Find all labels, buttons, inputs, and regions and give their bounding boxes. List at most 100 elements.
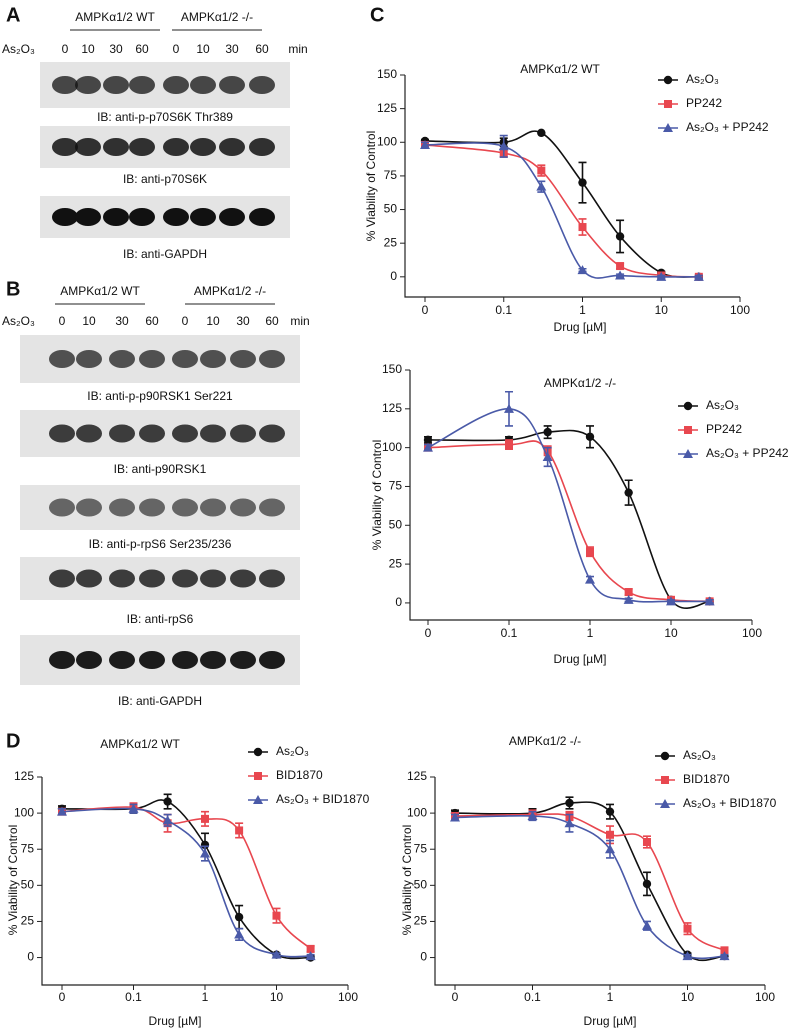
blot-band — [49, 651, 75, 669]
x-tick-label: 0 — [452, 990, 459, 1004]
blot-band — [163, 208, 189, 226]
time-label: 10 — [82, 314, 96, 328]
time-label: 0 — [62, 42, 69, 56]
data-point — [543, 427, 552, 437]
blot-band — [75, 138, 101, 156]
data-point — [234, 912, 244, 922]
data-point — [450, 812, 460, 822]
data-point — [605, 844, 615, 854]
chart-title: AMPKα1/2 WT — [520, 62, 600, 76]
data-point — [504, 403, 514, 413]
data-point — [719, 951, 730, 961]
time-label: 60 — [265, 314, 279, 328]
data-point — [542, 451, 553, 461]
curve — [424, 144, 699, 278]
data-point — [498, 141, 509, 151]
data-point — [163, 797, 172, 806]
blot-label: IB: anti-rpS6 — [127, 612, 194, 626]
y-tick-label: 75 — [21, 841, 35, 855]
data-point — [565, 798, 574, 808]
time-label: 30 — [115, 314, 129, 328]
legend-label: PP242 — [686, 96, 722, 110]
data-point — [423, 435, 433, 445]
y-axis-label: % Viability of Control — [6, 825, 20, 936]
y-tick-label: 0 — [27, 950, 34, 964]
legend-marker — [660, 751, 670, 761]
axis — [434, 777, 765, 986]
data-point — [128, 803, 139, 813]
x-tick-label: 0 — [425, 626, 432, 640]
group-label: AMPKα1/2 -/- — [194, 284, 266, 298]
data-point — [578, 178, 587, 187]
legend-marker — [253, 795, 263, 804]
x-tick-label: 1 — [202, 990, 209, 1004]
legend-label: As₂O₃ + PP242 — [706, 446, 789, 460]
blot-band — [109, 498, 135, 517]
y-tick-label: 100 — [14, 805, 34, 819]
data-point — [615, 270, 626, 280]
blot-band — [172, 350, 198, 368]
y-tick-label: 0 — [395, 595, 402, 609]
blot-band — [259, 350, 285, 368]
blot-band — [103, 208, 129, 226]
blot-band — [219, 208, 245, 226]
blot-label: IB: anti-GAPDH — [118, 694, 202, 708]
data-point — [615, 232, 625, 241]
data-point — [564, 818, 575, 828]
x-tick-label: 100 — [338, 990, 358, 1004]
y-tick-label: 100 — [382, 440, 402, 454]
data-point — [656, 271, 667, 281]
data-point — [505, 440, 513, 449]
y-tick-label: 125 — [407, 769, 427, 783]
blot-band — [139, 651, 165, 669]
blot-band — [259, 569, 285, 588]
legend-marker — [660, 799, 670, 808]
y-tick-label: 25 — [389, 556, 403, 570]
data-point — [235, 826, 244, 835]
data-point — [536, 181, 547, 191]
legend-marker — [661, 776, 669, 784]
blot-label: IB: anti-p-rpS6 Ser235/236 — [89, 537, 232, 551]
blot-band — [49, 424, 75, 443]
blot-band — [109, 651, 135, 669]
x-tick-label: 0 — [422, 303, 429, 317]
blot-band — [230, 569, 256, 588]
treatment-label: As₂O₃ — [2, 42, 35, 56]
blot-band — [49, 350, 75, 368]
blot-band — [200, 498, 226, 517]
y-tick-label: 25 — [384, 235, 398, 249]
time-label: 60 — [135, 42, 149, 56]
data-point — [586, 547, 594, 556]
panel-label: B — [6, 278, 20, 300]
data-point — [423, 442, 433, 452]
legend-label: As₂O₃ + PP242 — [686, 120, 769, 134]
data-point — [641, 920, 652, 930]
legend-label: As₂O₃ + BID1870 — [276, 792, 370, 806]
blot-band — [76, 498, 102, 517]
panel-label: D — [6, 730, 20, 752]
legend-marker — [664, 100, 672, 108]
x-axis-label: Drug [µM] — [554, 652, 607, 666]
time-label: 60 — [255, 42, 269, 56]
blot-band — [52, 138, 78, 156]
y-tick-label: 75 — [384, 168, 398, 182]
blot-band — [190, 138, 216, 156]
blot-band — [49, 498, 75, 517]
blot-band — [200, 651, 226, 669]
blot-band — [200, 569, 226, 588]
chart-title: AMPKα1/2 -/- — [544, 376, 616, 390]
blot-band — [172, 424, 198, 443]
x-tick-label: 100 — [755, 990, 775, 1004]
blot-band — [219, 138, 245, 156]
x-axis-label: Drug [µM] — [149, 1014, 202, 1028]
x-tick-label: 1 — [579, 303, 586, 317]
blot-band — [129, 76, 155, 94]
data-point — [693, 271, 704, 281]
blot-label: IB: anti-p-p90RSK1 Ser221 — [87, 389, 233, 403]
time-label: 10 — [81, 42, 95, 56]
data-point — [624, 588, 633, 597]
time-label: 0 — [59, 314, 66, 328]
blot-band — [129, 208, 155, 226]
blot-band — [249, 138, 275, 156]
x-tick-label: 10 — [681, 990, 695, 1004]
